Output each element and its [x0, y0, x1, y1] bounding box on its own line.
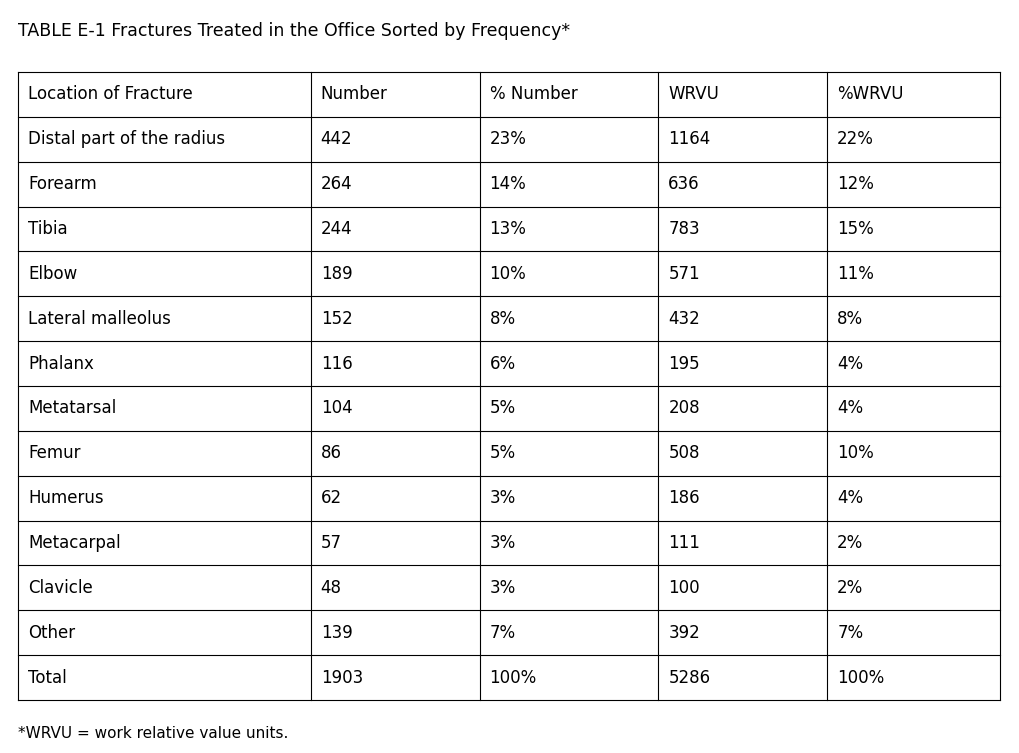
Text: 100: 100 [667, 579, 699, 597]
Text: 10%: 10% [837, 444, 873, 462]
Text: WRVU: WRVU [667, 85, 718, 103]
Text: 4%: 4% [837, 399, 862, 417]
Text: 189: 189 [320, 265, 352, 283]
Text: 5%: 5% [489, 399, 516, 417]
Text: 152: 152 [320, 309, 352, 328]
Text: 23%: 23% [489, 130, 526, 148]
Text: Metatarsal: Metatarsal [28, 399, 116, 417]
Text: 1164: 1164 [667, 130, 710, 148]
Text: 100%: 100% [837, 669, 883, 687]
Text: Clavicle: Clavicle [28, 579, 93, 597]
Text: 5%: 5% [489, 444, 516, 462]
Text: % Number: % Number [489, 85, 577, 103]
Text: Femur: Femur [28, 444, 81, 462]
Text: 48: 48 [320, 579, 341, 597]
Text: 5286: 5286 [667, 669, 709, 687]
Text: 14%: 14% [489, 175, 526, 193]
Text: 442: 442 [320, 130, 352, 148]
Text: 195: 195 [667, 355, 699, 373]
Text: Forearm: Forearm [28, 175, 97, 193]
Text: 6%: 6% [489, 355, 516, 373]
Text: 3%: 3% [489, 579, 516, 597]
Text: Number: Number [320, 85, 387, 103]
Text: Total: Total [28, 669, 66, 687]
Text: 3%: 3% [489, 489, 516, 507]
Text: 111: 111 [667, 534, 699, 552]
Text: Location of Fracture: Location of Fracture [28, 85, 193, 103]
Text: 508: 508 [667, 444, 699, 462]
Text: Phalanx: Phalanx [28, 355, 94, 373]
Text: 7%: 7% [837, 623, 862, 642]
Text: 571: 571 [667, 265, 699, 283]
Text: 11%: 11% [837, 265, 873, 283]
Text: 2%: 2% [837, 579, 862, 597]
Text: %WRVU: %WRVU [837, 85, 903, 103]
Text: 13%: 13% [489, 220, 526, 238]
Text: 104: 104 [320, 399, 352, 417]
Text: 100%: 100% [489, 669, 536, 687]
Text: Other: Other [28, 623, 75, 642]
Text: 62: 62 [320, 489, 341, 507]
Text: Distal part of the radius: Distal part of the radius [28, 130, 225, 148]
Text: 2%: 2% [837, 534, 862, 552]
Text: *WRVU = work relative value units.: *WRVU = work relative value units. [18, 726, 288, 741]
Text: 636: 636 [667, 175, 699, 193]
Text: Metacarpal: Metacarpal [28, 534, 120, 552]
Text: 86: 86 [320, 444, 341, 462]
Text: Humerus: Humerus [28, 489, 104, 507]
Text: TABLE E-1 Fractures Treated in the Office Sorted by Frequency*: TABLE E-1 Fractures Treated in the Offic… [18, 22, 570, 40]
Text: 264: 264 [320, 175, 352, 193]
Text: 7%: 7% [489, 623, 516, 642]
Text: 4%: 4% [837, 489, 862, 507]
Text: 139: 139 [320, 623, 352, 642]
Text: 208: 208 [667, 399, 699, 417]
Text: 57: 57 [320, 534, 341, 552]
Text: 783: 783 [667, 220, 699, 238]
Text: Lateral malleolus: Lateral malleolus [28, 309, 171, 328]
Text: 1903: 1903 [320, 669, 363, 687]
Text: Elbow: Elbow [28, 265, 77, 283]
Text: 392: 392 [667, 623, 699, 642]
Text: 8%: 8% [837, 309, 862, 328]
Text: 4%: 4% [837, 355, 862, 373]
Text: 8%: 8% [489, 309, 516, 328]
Text: Tibia: Tibia [28, 220, 67, 238]
Text: 3%: 3% [489, 534, 516, 552]
Text: 22%: 22% [837, 130, 873, 148]
Text: 244: 244 [320, 220, 352, 238]
Text: 432: 432 [667, 309, 699, 328]
Text: 12%: 12% [837, 175, 873, 193]
Text: 186: 186 [667, 489, 699, 507]
Text: 15%: 15% [837, 220, 873, 238]
Text: 116: 116 [320, 355, 352, 373]
Text: 10%: 10% [489, 265, 526, 283]
